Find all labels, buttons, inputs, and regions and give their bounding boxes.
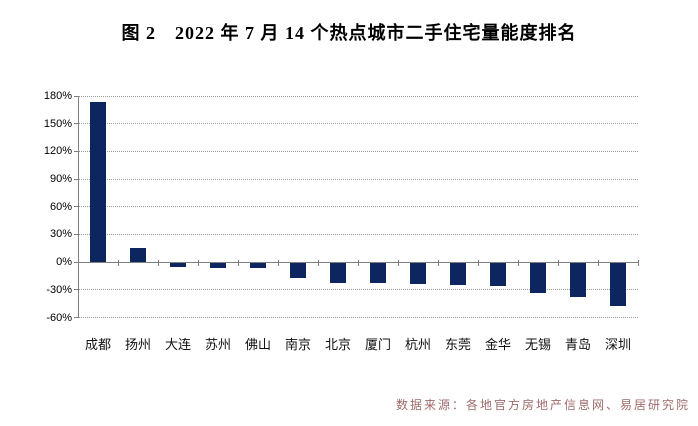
x-axis-tick xyxy=(398,259,399,266)
bar-佛山 xyxy=(250,263,266,268)
y-axis-tick xyxy=(74,150,78,152)
y-axis-tick xyxy=(74,261,78,263)
y-axis-tick-label: 150% xyxy=(43,117,72,130)
x-axis-tick xyxy=(558,259,559,266)
x-axis-tick xyxy=(518,259,519,266)
x-axis-category-label: 大连 xyxy=(164,337,191,352)
y-gridline xyxy=(78,206,638,208)
y-axis-tick-label: 120% xyxy=(43,145,72,158)
bar-苏州 xyxy=(210,263,226,268)
y-gridline xyxy=(78,150,638,152)
x-axis-tick xyxy=(278,259,279,266)
bar-金华 xyxy=(490,263,506,287)
y-gridline xyxy=(78,317,638,318)
x-axis-tick xyxy=(198,259,199,266)
bar-扬州 xyxy=(130,248,146,263)
bar-杭州 xyxy=(410,263,426,285)
y-axis-tick-label: 30% xyxy=(49,228,72,241)
y-axis-tick xyxy=(74,178,78,180)
y-axis-tick xyxy=(74,206,78,208)
x-axis-tick xyxy=(318,259,319,266)
x-axis-category-label: 杭州 xyxy=(404,337,431,352)
x-axis-tick xyxy=(78,259,79,266)
y-axis-tick xyxy=(74,233,78,235)
y-axis-tick xyxy=(74,95,78,97)
y-gridline xyxy=(78,178,638,180)
x-axis-category-label: 扬州 xyxy=(124,337,151,352)
y-gridline xyxy=(78,95,638,97)
bar-无锡 xyxy=(530,263,546,293)
bar-青岛 xyxy=(570,263,586,298)
x-axis-category-label: 厦门 xyxy=(364,337,391,352)
y-axis-line xyxy=(78,95,79,318)
bar-大连 xyxy=(170,263,186,267)
x-axis-category-label: 青岛 xyxy=(564,337,591,352)
x-axis-category-label: 深圳 xyxy=(604,337,631,352)
y-axis-tick-label: -30% xyxy=(46,283,72,296)
x-axis-category-label: 南京 xyxy=(284,337,311,352)
bar-东莞 xyxy=(450,263,466,286)
bar-厦门 xyxy=(370,263,386,284)
x-axis-category-label: 东莞 xyxy=(444,337,471,352)
x-axis-tick xyxy=(158,259,159,266)
chart-title: 图 2 2022 年 7 月 14 个热点城市二手住宅量能度排名 xyxy=(121,23,577,43)
x-axis-category-label: 无锡 xyxy=(524,337,551,352)
data-source-note: 数据来源：各地官方房地产信息网、易居研究院 xyxy=(395,398,690,412)
bar-深圳 xyxy=(610,263,626,306)
x-axis-category-label: 金华 xyxy=(484,337,511,352)
y-axis-tick-label: 180% xyxy=(43,90,72,102)
x-axis-tick xyxy=(598,259,599,266)
y-axis-tick-label: 0% xyxy=(56,256,72,269)
bar-北京 xyxy=(330,263,346,283)
bar-成都 xyxy=(90,102,106,263)
x-axis-category-label: 成都 xyxy=(84,337,111,352)
x-axis-category-label: 北京 xyxy=(324,337,351,352)
y-axis-tick xyxy=(74,289,78,291)
bar-南京 xyxy=(290,263,306,278)
x-axis-tick xyxy=(118,259,119,266)
y-gridline xyxy=(78,289,638,291)
y-axis-tick-label: 90% xyxy=(49,173,72,186)
x-axis-tick xyxy=(238,259,239,266)
x-axis-category-label: 佛山 xyxy=(244,337,271,352)
x-axis-tick xyxy=(358,259,359,266)
y-axis-tick xyxy=(74,317,78,318)
y-gridline xyxy=(78,123,638,125)
y-axis-tick xyxy=(74,123,78,125)
x-axis-tick xyxy=(478,259,479,266)
x-axis-tick xyxy=(638,259,639,266)
x-axis-category-label: 苏州 xyxy=(204,337,231,352)
y-gridline xyxy=(78,233,638,235)
y-axis-tick-label: -60% xyxy=(46,311,72,324)
y-axis-tick-label: 60% xyxy=(49,200,72,213)
x-axis-tick xyxy=(438,259,439,266)
